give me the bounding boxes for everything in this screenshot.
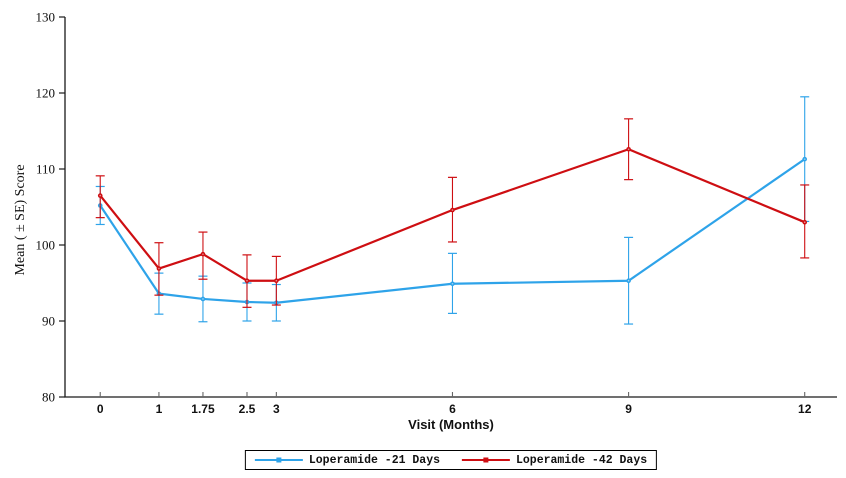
x-axis-title: Visit (Months) bbox=[408, 417, 494, 432]
data-point-marker-center bbox=[451, 282, 454, 285]
x-tick-label: 6 bbox=[449, 402, 456, 416]
y-tick-label: 80 bbox=[42, 390, 55, 405]
x-tick-label: 0 bbox=[97, 402, 104, 416]
legend-item-series-0: Loperamide -21 Days bbox=[254, 453, 440, 467]
data-point-marker-center bbox=[202, 298, 204, 300]
data-point-marker-center bbox=[451, 209, 454, 211]
y-tick-label: 110 bbox=[36, 162, 55, 177]
series-line bbox=[99, 148, 806, 282]
series-1 bbox=[95, 118, 810, 308]
axes bbox=[64, 17, 837, 398]
data-point-marker-center bbox=[202, 253, 204, 255]
x-tick-label: 3 bbox=[273, 402, 280, 416]
y-tick-label: 100 bbox=[36, 238, 56, 253]
data-point-marker-center bbox=[627, 148, 630, 151]
data-point-marker-center bbox=[158, 267, 160, 270]
y-tick-label: 90 bbox=[42, 314, 55, 329]
data-point-marker-center bbox=[99, 194, 102, 197]
x-tick-label: 1 bbox=[156, 402, 163, 416]
x-tick-label: 1.75 bbox=[191, 402, 215, 416]
x-tick-label: 2.5 bbox=[239, 402, 256, 416]
legend-item-series-1: Loperamide -42 Days bbox=[462, 454, 647, 467]
legend-line-sample bbox=[462, 457, 510, 463]
data-point-marker-center bbox=[246, 279, 248, 282]
legend-label: Loperamide -21 Days bbox=[308, 453, 440, 467]
y-tick-label: 120 bbox=[36, 86, 56, 101]
legend: Loperamide -21 Days Loperamide -42 Days bbox=[244, 450, 658, 470]
legend-marker-icon bbox=[276, 457, 282, 463]
legend-label: Loperamide -42 Days bbox=[516, 453, 648, 467]
data-point-marker-center bbox=[803, 221, 806, 223]
data-point-marker-center bbox=[275, 279, 278, 282]
series-line bbox=[99, 158, 806, 304]
y-tick-label: 130 bbox=[36, 10, 56, 25]
data-point-marker-center bbox=[803, 158, 806, 160]
x-tick-label: 12 bbox=[798, 402, 812, 416]
legend-marker-icon bbox=[483, 457, 489, 463]
y-axis-title: Mean ( ± SE) Score bbox=[13, 164, 28, 276]
legend-line-sample bbox=[254, 457, 303, 463]
x-tick-label: 9 bbox=[625, 402, 632, 416]
data-point-marker-center bbox=[627, 279, 630, 282]
